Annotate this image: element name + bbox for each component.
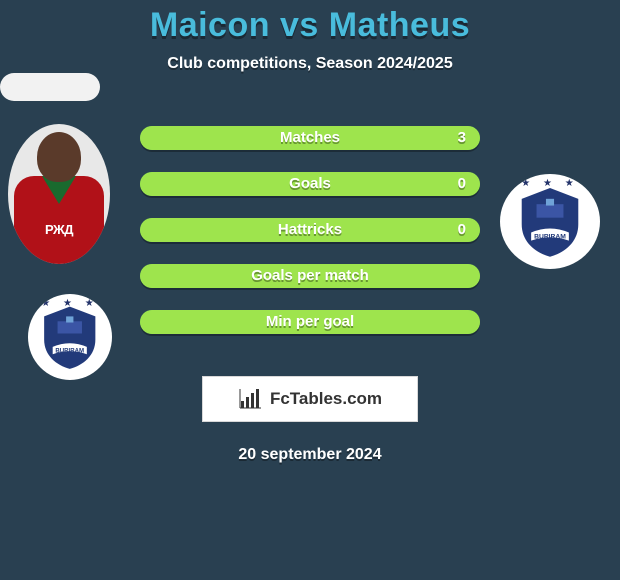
stat-row: Goals 0 xyxy=(140,172,480,196)
stat-bars: Matches 3 Goals 0 Hattricks 0 Goals per … xyxy=(140,126,480,356)
stat-value-right: 0 xyxy=(458,172,466,196)
stat-value-right: 0 xyxy=(458,218,466,242)
stat-label: Min per goal xyxy=(140,310,480,334)
crest-icon: BURIRAM xyxy=(500,174,600,269)
team-right-badge: ★ ★ ★ BURIRAM xyxy=(500,174,600,269)
crest-label: BURIRAM xyxy=(56,348,85,355)
stat-row: Hattricks 0 xyxy=(140,218,480,242)
player-left-photo: РЖД xyxy=(8,124,110,264)
player-right-photo xyxy=(0,73,100,101)
comparison-card: Maicon vs Matheus Club competitions, Sea… xyxy=(0,0,620,580)
team-left-badge: ★ ★ ★ BURIRAM xyxy=(28,294,112,380)
date-text: 20 september 2024 xyxy=(0,446,620,464)
crest-icon: BURIRAM xyxy=(28,294,112,380)
stat-row: Goals per match xyxy=(140,264,480,288)
jersey-text: РЖД xyxy=(41,216,77,244)
stat-row: Matches 3 xyxy=(140,126,480,150)
watermark-text: FcTables.com xyxy=(270,389,382,409)
bar-chart-icon xyxy=(238,387,262,411)
crest-label: BURIRAM xyxy=(534,234,566,241)
stat-row: Min per goal xyxy=(140,310,480,334)
stat-label: Hattricks xyxy=(140,218,480,242)
stat-label: Goals per match xyxy=(140,264,480,288)
stat-label: Matches xyxy=(140,126,480,150)
subtitle: Club competitions, Season 2024/2025 xyxy=(0,55,620,73)
stat-value-right: 3 xyxy=(458,126,466,150)
watermark: FcTables.com xyxy=(202,376,418,422)
page-title: Maicon vs Matheus xyxy=(0,0,620,45)
stat-label: Goals xyxy=(140,172,480,196)
player-silhouette: РЖД xyxy=(8,124,110,264)
